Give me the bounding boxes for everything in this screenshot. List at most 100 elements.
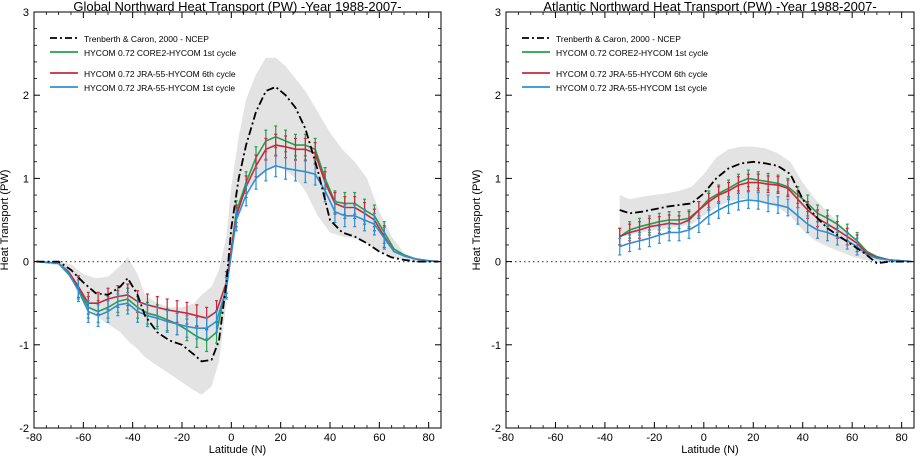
errorbar-series-4 (363, 208, 367, 232)
series-line-2 (36, 136, 439, 342)
errorbar-series-4 (353, 204, 357, 228)
series-line-2 (619, 177, 912, 263)
errorbar-series-4 (274, 154, 278, 178)
y-tick-label: -2 (19, 423, 29, 435)
errorbar-series-4 (816, 221, 820, 239)
x-tick-label: -80 (26, 432, 42, 444)
errorbar-series-4 (244, 183, 248, 207)
legend-label: HYCOM 0.72 CORE2-HYCOM 1st cycle (84, 48, 236, 58)
legend-label: HYCOM 0.72 JRA-55-HYCOM 1st cycle (84, 83, 235, 93)
x-axis-label: Latitude (N) (209, 444, 266, 456)
y-tick-label: 0 (23, 257, 29, 269)
x-axis-label: Latitude (N) (681, 444, 738, 456)
errorbar-series-4 (293, 158, 297, 182)
legend-entry-4: HYCOM 0.72 JRA-55-HYCOM 1st cycle (50, 83, 235, 93)
errorbar-series-4 (618, 237, 622, 256)
x-tick-label: -60 (548, 432, 564, 444)
x-tick-label: 20 (275, 432, 287, 444)
errorbar-series-4 (284, 157, 288, 180)
x-tick-label: 0 (228, 432, 234, 444)
errorbar-series-4 (766, 194, 770, 213)
series-line-3 (36, 144, 439, 320)
errorbar-series-3 (746, 173, 750, 192)
y-tick-label: 0 (495, 257, 501, 269)
errorbar-series-4 (234, 208, 238, 232)
x-tick-label: 60 (373, 432, 385, 444)
series-line-4 (619, 199, 912, 263)
legend-entry-4: HYCOM 0.72 JRA-55-HYCOM 1st cycle (522, 83, 707, 93)
x-tick-label: 20 (747, 432, 759, 444)
errorbar-series-4 (796, 206, 800, 225)
errorbar-series-4 (303, 160, 307, 184)
chart-panel-1: -80 -60 -40 -20 0 20 40 60 80 -2 -1 0 1 2 3 Global Nort… (0, 0, 442, 456)
errorbar-series-4 (145, 304, 149, 328)
errorbar-series-4 (687, 221, 691, 239)
y-axis-label: Heat Transport (PW) (0, 170, 11, 271)
series-line-1 (619, 160, 912, 265)
x-tick-label: -40 (597, 432, 613, 444)
errorbar-series-4 (825, 223, 829, 242)
errorbar-series-4 (806, 215, 810, 234)
errorbar-series-4 (855, 237, 859, 256)
errorbar-series-4 (175, 312, 179, 336)
chart-panel-2: -80 -60 -40 -20 0 20 40 60 80 -2 -1 0 1 2 3 Atlantic No… (471, 0, 915, 456)
legend-entry-2: HYCOM 0.72 CORE2-HYCOM 1st cycle (50, 48, 236, 58)
errorbar-series-4 (205, 316, 209, 340)
x-tick-label: -40 (125, 432, 141, 444)
errorbar-series-4 (382, 226, 386, 250)
y-tick-label: 3 (23, 7, 29, 19)
series-line-4 (36, 165, 439, 330)
errorbar-series-4 (343, 204, 347, 228)
errorbar-series-4 (136, 300, 140, 323)
errorbar-series-4 (667, 223, 671, 242)
errorbar-series-4 (835, 227, 839, 246)
plot-frame (33, 11, 442, 429)
legend-entry-2: HYCOM 0.72 CORE2-HYCOM 1st cycle (522, 48, 708, 58)
errorbar-series-4 (106, 300, 110, 323)
y-tick-label: -2 (491, 423, 501, 435)
errorbar-series-4 (116, 293, 120, 317)
errorbar-series-4 (86, 300, 90, 323)
errorbar-series-4 (727, 196, 731, 214)
errorbar-series-4 (697, 215, 701, 234)
errorbar-series-4 (717, 201, 721, 219)
legend-label: Trenberth & Caron, 2000 - NCEP (556, 34, 681, 44)
legend-entry-3: HYCOM 0.72 JRA-55-HYCOM 6th cycle (50, 69, 236, 79)
errorbar-series-3 (786, 179, 790, 198)
legend-entry-3: HYCOM 0.72 JRA-55-HYCOM 6th cycle (522, 69, 708, 79)
x-tick-label: -20 (174, 432, 190, 444)
errorbar-series-4 (372, 212, 376, 236)
errorbar-series-4 (638, 231, 642, 250)
y-tick-label: 2 (495, 90, 501, 102)
x-tick-label: 0 (701, 432, 707, 444)
errorbar-series-4 (657, 226, 661, 244)
x-tick-label: -20 (646, 432, 662, 444)
y-tick-label: 2 (23, 90, 29, 102)
chart-title: Global Northward Heat Transport (PW) -Ye… (73, 0, 401, 14)
errorbar-series-4 (647, 229, 651, 248)
errorbar-series-3 (766, 175, 770, 194)
errorbar-series-4 (215, 310, 219, 333)
errorbar-series-4 (76, 279, 80, 303)
x-tick-label: 80 (423, 432, 435, 444)
legend-label: HYCOM 0.72 JRA-55-HYCOM 1st cycle (556, 83, 707, 93)
y-tick-label: 3 (495, 7, 501, 19)
chart-title: Atlantic Northward Heat Transport (PW) -… (543, 0, 876, 14)
x-tick-label: 80 (896, 432, 908, 444)
plot-frame (505, 11, 915, 429)
legend-label: HYCOM 0.72 JRA-55-HYCOM 6th cycle (556, 69, 708, 79)
errorbar-series-4 (628, 234, 632, 253)
errorbar-series-4 (756, 191, 760, 210)
y-tick-label: 1 (495, 173, 501, 185)
errorbar-series-4 (254, 166, 258, 190)
x-tick-label: 40 (797, 432, 809, 444)
errorbar-series-4 (185, 315, 189, 338)
errorbar-series-3 (303, 137, 307, 161)
y-axis-label: Heat Transport (PW) (471, 170, 483, 271)
errorbar-series-4 (786, 198, 790, 217)
errorbar-series-4 (126, 291, 130, 315)
legend-entry-1: Trenberth & Caron, 2000 - NCEP (522, 34, 681, 44)
legend-label: Trenberth & Caron, 2000 - NCEP (84, 34, 209, 44)
